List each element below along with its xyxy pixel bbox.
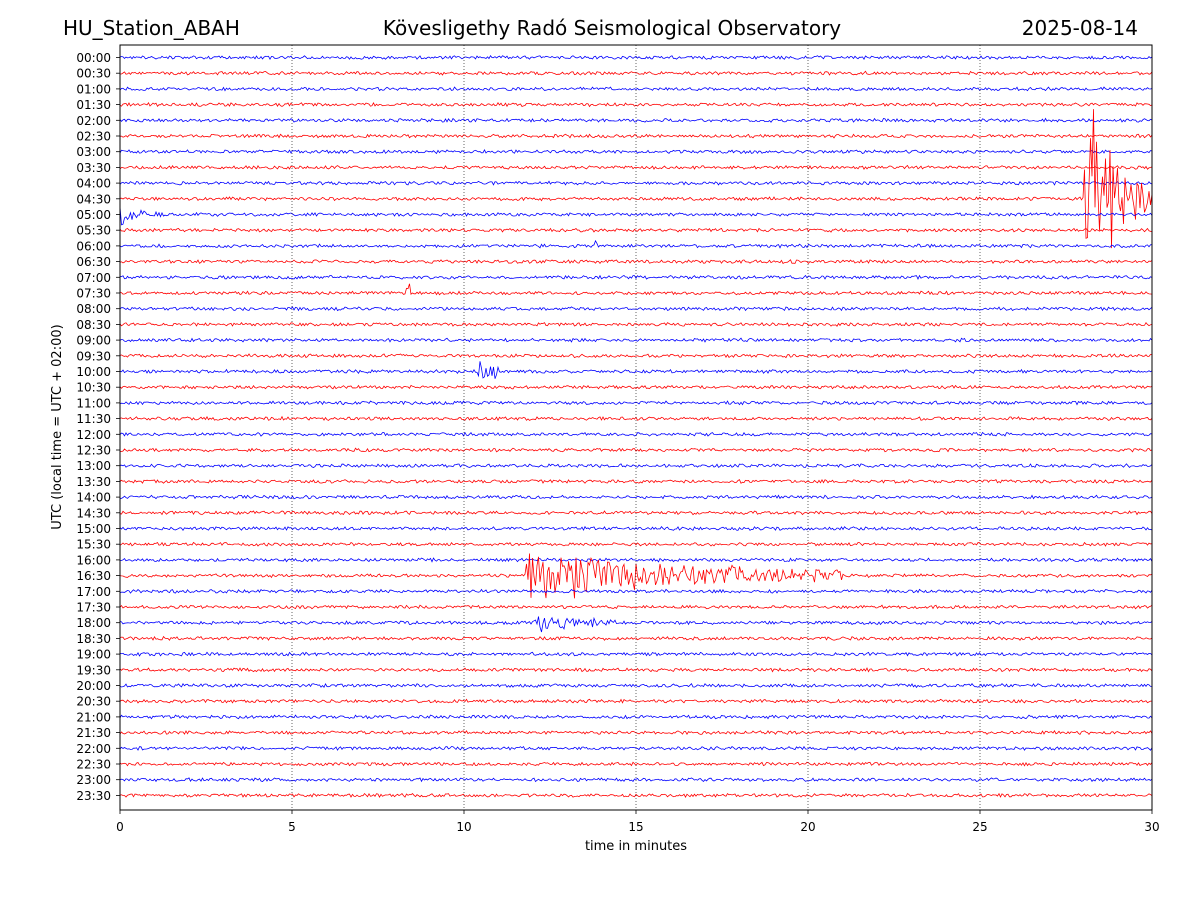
trace-0730 [119,283,1153,296]
trace-2200 [119,745,1153,751]
x-tick-label: 10 [456,820,471,834]
y-tick-label: 08:30 [76,318,111,332]
chart-title: Kövesligethy Radó Seismological Observat… [382,16,842,40]
y-tick-label: 16:30 [76,569,111,583]
y-tick-label: 00:30 [76,67,111,81]
trace-2330 [119,792,1153,798]
y-tick-label: 21:30 [76,726,111,740]
trace-1400 [119,494,1153,500]
station-name: HU_Station_ABAH [63,16,240,40]
grid-layer [291,45,981,810]
y-tick-label: 23:00 [76,773,111,787]
x-tick-label: 0 [116,820,124,834]
y-tick-label: 18:00 [76,616,111,630]
y-tick-label: 22:30 [76,758,111,772]
trace-2100 [119,714,1153,720]
y-tick-label: 06:30 [76,255,111,269]
y-tick-label: 03:00 [76,145,111,159]
y-tick-label: 20:30 [76,695,111,709]
y-tick-label: 13:30 [76,475,111,489]
y-tick-label: 11:30 [76,412,111,426]
trace-1030 [119,384,1153,390]
y-tick-label: 09:30 [76,349,111,363]
x-tick-label: 20 [800,820,815,834]
trace-0230 [119,133,1153,139]
trace-1600 [119,557,1153,563]
trace-0530 [119,227,1153,233]
trace-1000 [119,361,1153,379]
y-tick-label: 09:00 [76,334,111,348]
y-tick-label: 02:00 [76,114,111,128]
y-tick-label: 18:30 [76,632,111,646]
y-tick-label: 15:30 [76,538,111,552]
y-tick-label: 10:00 [76,365,111,379]
y-tick-label: 21:00 [76,710,111,724]
y-tick-label: 04:00 [76,177,111,191]
trace-1830 [119,635,1153,641]
trace-1430 [119,510,1153,516]
trace-0700 [119,274,1153,280]
y-tick-label: 06:00 [76,239,111,253]
y-tick-label: 17:00 [76,585,111,599]
y-tick-label: 02:30 [76,130,111,144]
y-tick-label: 03:30 [76,161,111,175]
y-tick-label: 04:30 [76,192,111,206]
y-tick-label: 01:30 [76,98,111,112]
x-tick-label: 25 [972,820,987,834]
y-tick-label: 05:30 [76,224,111,238]
y-tick-label: 15:00 [76,522,111,536]
y-tick-label: 08:00 [76,302,111,316]
y-tick-label: 23:30 [76,789,111,803]
y-tick-label: 12:30 [76,444,111,458]
y-tick-label: 19:00 [76,648,111,662]
x-tick-label: 30 [1144,820,1159,834]
y-tick-label: 16:00 [76,553,111,567]
y-axis-label: UTC (local time = UTC + 02:00) [50,324,65,529]
x-axis-label: time in minutes [585,839,687,854]
y-tick-label: 20:00 [76,679,111,693]
trace-0900 [119,337,1153,343]
trace-1900 [119,651,1153,657]
trace-0930 [119,353,1153,359]
y-tick-label: 19:30 [76,663,111,677]
y-tick-label: 13:00 [76,459,111,473]
y-tick-label: 01:00 [76,82,111,96]
chart-date: 2025-08-14 [1021,16,1138,40]
y-tick-label: 07:30 [76,287,111,301]
y-tick-label: 11:00 [76,396,111,410]
y-tick-label: 22:00 [76,742,111,756]
y-tick-label: 14:00 [76,491,111,505]
y-tick-label: 14:30 [76,506,111,520]
x-tick-label: 5 [288,820,296,834]
trace-0600 [119,239,1153,249]
y-tick-label: 10:30 [76,381,111,395]
y-tick-label: 07:00 [76,271,111,285]
y-tick-label: 05:00 [76,208,111,222]
trace-0100 [119,86,1153,92]
x-tick-layer: 0 5 10 15 20 25 30 [116,810,1160,834]
x-tick-label: 15 [628,820,643,834]
y-tick-label: 00:00 [76,51,111,65]
y-tick-label: 17:30 [76,601,111,615]
y-tick-label: 12:00 [76,428,111,442]
trace-0030 [120,70,1153,76]
